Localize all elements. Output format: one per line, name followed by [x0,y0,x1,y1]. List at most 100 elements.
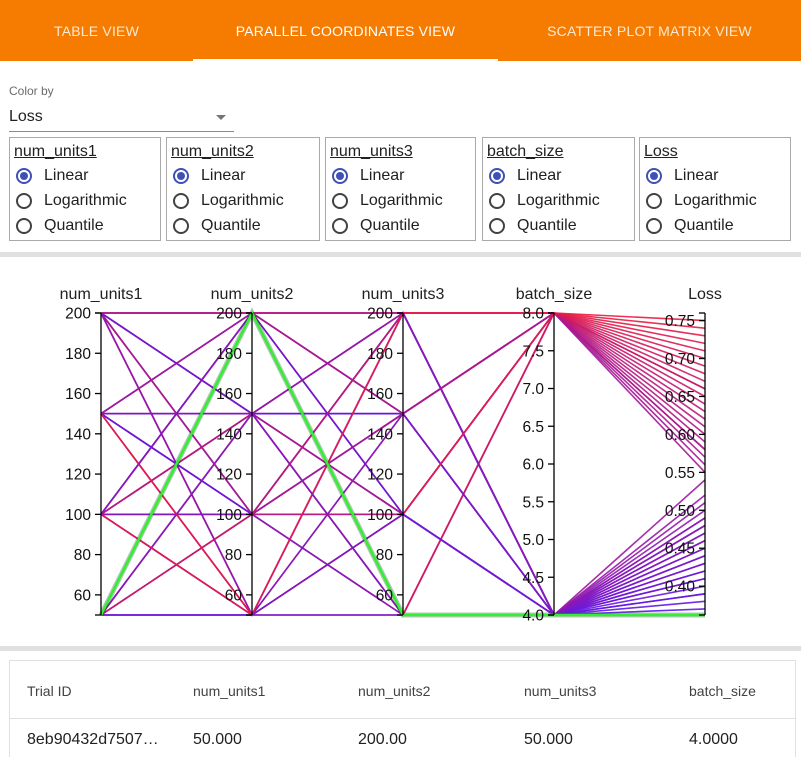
parallel-coordinates-chart: num_units1 60 80 100 120 140 160 180 200 num_unit… [0,258,801,646]
column-header-num-units2[interactable]: num_units2 [358,683,431,699]
scale-option-label: Quantile [360,216,420,234]
tick-label: 180 [216,346,242,363]
tick-label: 80 [225,547,243,564]
axis-title: num_units1 [60,286,143,303]
tab-parallel-coordinates-view[interactable]: PARALLEL COORDINATES VIEW [193,0,498,61]
tick-label: 5.5 [522,494,544,511]
radio-checked-icon[interactable] [489,167,505,184]
scale-box-num-units2: num_units2 Linear Logarithmic Quantile [166,137,320,241]
tick-label: 60 [225,587,243,604]
column-header-num-units3[interactable]: num_units3 [524,683,597,699]
axis-title: Loss [688,286,722,303]
tick-label: 200 [216,306,242,323]
tick-label: 80 [376,547,394,564]
scale-option-quantile[interactable]: Quantile [14,213,156,238]
scale-box-num-units1: num_units1 Linear Logarithmic Quantile [9,137,161,241]
tick-label: 7.0 [522,381,544,398]
axis-num-units3: num_units3 60 80 100 120 140 160 180 200 [362,286,445,616]
axis-title: batch_size [516,286,593,303]
radio-unchecked-icon[interactable] [332,217,348,234]
results-table: Trial ID num_units1 num_units2 num_units… [9,660,796,757]
scale-option-quantile[interactable]: Quantile [487,213,630,238]
column-header-trial-id[interactable]: Trial ID [27,683,72,699]
tick-label: 4.5 [522,570,544,587]
cell-batch-size: 4.0000 [689,731,738,748]
radio-unchecked-icon[interactable] [489,217,505,234]
tick-label: 60 [74,587,92,604]
color-by-label: Color by [9,84,54,98]
scale-option-logarithmic[interactable]: Logarithmic [171,188,315,213]
tick-label: 0.60 [665,427,696,444]
tick-label: 200 [65,306,91,323]
scale-option-quantile[interactable]: Quantile [644,213,786,238]
radio-unchecked-icon[interactable] [489,192,505,209]
cell-num-units3: 50.000 [524,731,573,748]
scale-box-num-units3: num_units3 Linear Logarithmic Quantile [325,137,476,241]
color-by-control: Color by Loss [9,84,234,132]
radio-checked-icon[interactable] [16,167,32,184]
table-row[interactable]: 8eb90432d7507… 50.000 200.00 50.000 4.00… [10,719,795,757]
axis-title: num_units2 [211,286,294,303]
tick-label: 100 [367,507,393,524]
radio-unchecked-icon[interactable] [16,192,32,209]
axis-loss: Loss 0.40 0.45 0.50 0.55 0.60 0.65 0.70 0.75 [665,286,722,616]
axis-title: num_units3 [362,286,445,303]
scale-option-logarithmic[interactable]: Logarithmic [644,188,786,213]
scale-box-title: Loss [644,143,678,160]
color-by-value: Loss [9,107,43,125]
tick-label: 160 [367,386,393,403]
radio-unchecked-icon[interactable] [646,192,662,209]
tick-label: 0.55 [665,465,695,482]
tick-label: 160 [65,386,91,403]
scale-option-label: Logarithmic [517,191,600,209]
radio-unchecked-icon[interactable] [332,192,348,209]
radio-unchecked-icon[interactable] [646,217,662,234]
color-by-select[interactable]: Loss [9,102,234,132]
tick-label: 0.40 [665,579,696,596]
scale-option-quantile[interactable]: Quantile [171,213,315,238]
radio-checked-icon[interactable] [646,167,662,184]
scale-option-linear[interactable]: Linear [171,163,315,188]
tick-label: 4.0 [522,608,544,625]
tick-label: 140 [216,426,242,443]
radio-unchecked-icon[interactable] [16,217,32,234]
scale-box-title: num_units2 [171,143,254,160]
tick-label: 7.5 [522,343,544,360]
scale-option-logarithmic[interactable]: Logarithmic [330,188,471,213]
scale-option-label: Logarithmic [674,191,757,209]
scale-option-linear[interactable]: Linear [644,163,786,188]
scale-option-quantile[interactable]: Quantile [330,213,471,238]
scale-option-label: Quantile [201,216,261,234]
tick-label: 140 [367,426,393,443]
column-header-batch-size[interactable]: batch_size [689,683,756,699]
tick-label: 8.0 [522,306,544,323]
scale-option-linear[interactable]: Linear [14,163,156,188]
dropdown-arrow-icon [216,115,226,120]
tick-label: 100 [65,507,91,524]
scale-box-batch-size: batch_size Linear Logarithmic Quantile [482,137,635,241]
parallel-coordinates-svg: num_units16080100120140160180200num_unit… [60,286,722,625]
radio-unchecked-icon[interactable] [173,192,189,209]
section-divider [0,252,801,257]
column-header-num-units1[interactable]: num_units1 [193,683,266,699]
tick-label: 200 [367,306,393,323]
tab-table-view[interactable]: TABLE VIEW [54,22,139,39]
cell-num-units2: 200.00 [358,731,407,748]
scale-option-label: Logarithmic [44,191,127,209]
scale-option-label: Logarithmic [201,191,284,209]
tab-scatter-plot-matrix-view[interactable]: SCATTER PLOT MATRIX VIEW [547,22,752,39]
scale-option-label: Quantile [674,216,734,234]
radio-unchecked-icon[interactable] [173,217,189,234]
tick-label: 180 [65,346,91,363]
radio-checked-icon[interactable] [173,167,189,184]
tick-label: 180 [367,346,393,363]
section-divider [0,646,801,651]
radio-checked-icon[interactable] [332,167,348,184]
scale-option-linear[interactable]: Linear [330,163,471,188]
scale-option-label: Linear [44,166,89,184]
tick-label: 0.75 [665,313,695,330]
tick-label: 160 [216,386,242,403]
scale-option-logarithmic[interactable]: Logarithmic [14,188,156,213]
scale-option-linear[interactable]: Linear [487,163,630,188]
scale-option-logarithmic[interactable]: Logarithmic [487,188,630,213]
